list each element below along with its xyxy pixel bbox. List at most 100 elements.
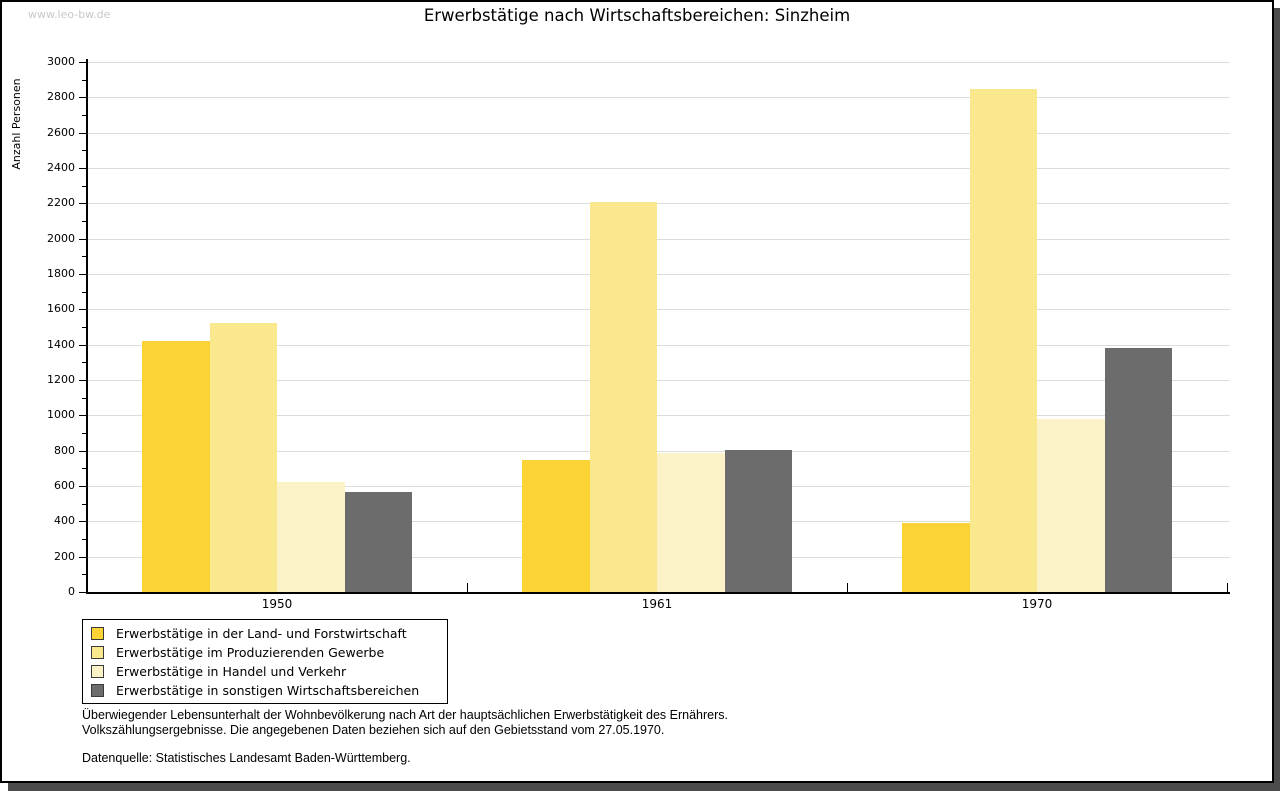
y-tick-label: 0: [68, 585, 75, 598]
footnotes-block: Überwiegender Lebensunterhalt der Wohnbe…: [82, 708, 728, 737]
y-tick-minor: [82, 433, 87, 434]
y-gridline: [88, 415, 1230, 417]
y-tick-major: [79, 450, 87, 452]
y-tick-label: 2800: [47, 90, 75, 104]
legend-swatch-icon: [91, 684, 104, 697]
y-gridline: [88, 62, 1230, 63]
footnote-line-1: Überwiegender Lebensunterhalt der Wohnbe…: [82, 708, 728, 722]
x-tick: [847, 583, 848, 592]
x-tick: [1227, 583, 1228, 592]
y-tick-label: 1600: [47, 302, 75, 316]
bar-1961-series-3: [657, 453, 725, 592]
y-tick-label: 1000: [47, 408, 75, 422]
y-tick-minor: [82, 327, 87, 328]
y-tick-label: 2000: [47, 231, 75, 245]
y-tick-minor: [82, 362, 87, 364]
y-gridline: [88, 274, 1230, 275]
legend-swatch-icon: [91, 627, 104, 640]
y-tick-minor: [82, 574, 87, 576]
y-tick-minor: [82, 115, 87, 116]
legend-label: Erwerbstätige in der Land- und Forstwirt…: [116, 626, 407, 641]
bar-1950-series-3: [277, 482, 345, 592]
chart-title: Erwerbstätige nach Wirtschaftsbereichen:…: [423, 6, 851, 25]
bar-1970-series-3: [1037, 418, 1105, 592]
y-tick-minor: [82, 397, 87, 399]
bar-1970-series-1: [902, 523, 970, 592]
y-tick-label: 2600: [47, 125, 75, 139]
legend-label: Erwerbstätige in Handel und Verkehr: [116, 664, 347, 679]
x-axis-line: [86, 592, 1230, 594]
legend-swatch-icon: [91, 665, 104, 678]
y-gridline: [88, 168, 1230, 169]
legend-box: Erwerbstätige in der Land- und Forstwirt…: [82, 619, 448, 704]
y-gridline: [88, 203, 1230, 205]
footnote-line-2: Volkszählungsergebnisse. Die angegebenen…: [82, 722, 665, 737]
legend-swatch-icon: [91, 646, 104, 659]
bar-1961-series-2: [589, 201, 657, 592]
y-tick-major: [79, 132, 87, 134]
y-gridline: [88, 238, 1230, 240]
y-gridline: [88, 344, 1230, 346]
legend-item-2: Erwerbstätige im Produzierenden Gewerbe: [83, 643, 447, 662]
bar-1961-series-1: [522, 460, 590, 592]
y-tick-minor: [82, 291, 87, 293]
y-tick-minor: [82, 150, 87, 152]
bar-1961-series-4: [724, 449, 792, 592]
x-category-label: 1961: [641, 597, 673, 611]
y-tick-label: 400: [54, 514, 75, 528]
y-gridline: [88, 97, 1230, 99]
y-tick-minor: [82, 221, 87, 222]
y-tick-label: 2200: [47, 196, 75, 210]
y-tick-label: 200: [54, 549, 75, 563]
y-tick-label: 600: [54, 479, 75, 492]
y-tick-label: 1400: [47, 337, 75, 351]
y-gridline: [88, 132, 1230, 134]
legend-item-3: Erwerbstätige in Handel und Verkehr: [83, 662, 447, 681]
y-tick-major: [79, 168, 87, 169]
legend-label: Erwerbstätige im Produzierenden Gewerbe: [116, 645, 385, 660]
y-gridline: [88, 309, 1230, 311]
y-tick-major: [79, 97, 87, 99]
y-tick-label: 3000: [47, 55, 75, 68]
y-tick-minor: [82, 468, 87, 470]
y-tick-major: [79, 592, 87, 593]
y-tick-major: [79, 556, 87, 558]
y-tick-label: 800: [54, 443, 75, 457]
y-tick-minor: [82, 185, 87, 187]
y-gridline: [88, 380, 1230, 381]
y-tick-minor: [82, 79, 87, 81]
source-note: Datenquelle: Statistisches Landesamt Bad…: [82, 751, 411, 765]
y-gridline: [88, 450, 1230, 452]
y-tick-label: 2400: [47, 161, 75, 174]
x-category-label: 1970: [1021, 597, 1053, 611]
y-tick-label: 1800: [47, 267, 75, 280]
bar-1950-series-4: [344, 492, 412, 592]
y-tick-major: [79, 203, 87, 205]
x-tick: [467, 583, 468, 592]
y-tick-major: [79, 62, 87, 63]
y-tick-major: [79, 238, 87, 240]
legend-item-4: Erwerbstätige in sonstigen Wirtschaftsbe…: [83, 681, 447, 700]
y-tick-major: [79, 380, 87, 381]
y-tick-major: [79, 521, 87, 523]
y-tick-major: [79, 274, 87, 275]
legend-item-1: Erwerbstätige in der Land- und Forstwirt…: [83, 624, 447, 643]
plot-area: 0 200 400 600 800 1000 1200 1400 1600 1800 2000 220…: [2, 2, 1272, 781]
watermark: www.leo-bw.de: [28, 8, 111, 21]
y-tick-label: 1200: [47, 373, 75, 386]
y-tick-major: [79, 415, 87, 417]
y-tick-major: [79, 486, 87, 487]
bar-1950-series-2: [209, 323, 277, 592]
bar-1970-series-4: [1104, 348, 1172, 592]
bar-1970-series-2: [969, 89, 1037, 592]
bar-1950-series-1: [142, 341, 210, 592]
y-axis-line: [86, 59, 88, 594]
y-tick-major: [79, 344, 87, 346]
y-tick-minor: [82, 539, 87, 540]
y-tick-major: [79, 309, 87, 311]
y-tick-minor: [82, 256, 87, 258]
y-tick-minor: [82, 503, 87, 505]
legend-label: Erwerbstätige in sonstigen Wirtschaftsbe…: [116, 683, 420, 698]
x-category-label: 1950: [261, 597, 293, 611]
